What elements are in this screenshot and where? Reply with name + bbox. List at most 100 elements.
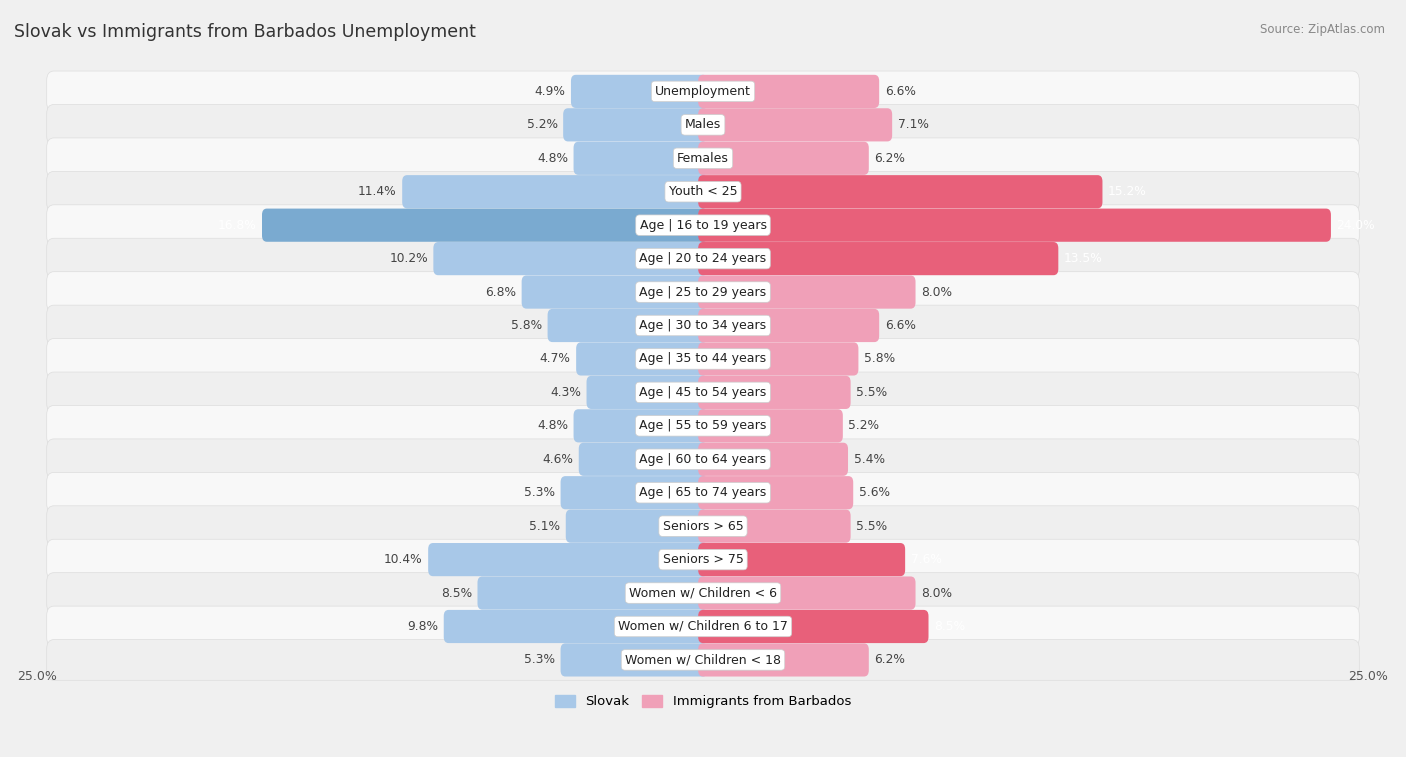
- Text: 8.0%: 8.0%: [921, 587, 952, 600]
- Text: 5.8%: 5.8%: [510, 319, 543, 332]
- Text: 4.9%: 4.9%: [534, 85, 565, 98]
- FancyBboxPatch shape: [579, 443, 707, 476]
- Text: 5.1%: 5.1%: [529, 519, 560, 533]
- Text: Seniors > 65: Seniors > 65: [662, 519, 744, 533]
- Text: Women w/ Children 6 to 17: Women w/ Children 6 to 17: [619, 620, 787, 633]
- FancyBboxPatch shape: [46, 439, 1360, 480]
- FancyBboxPatch shape: [522, 276, 707, 309]
- Text: 5.2%: 5.2%: [848, 419, 879, 432]
- FancyBboxPatch shape: [433, 242, 707, 276]
- FancyBboxPatch shape: [699, 543, 905, 576]
- Text: Slovak vs Immigrants from Barbados Unemployment: Slovak vs Immigrants from Barbados Unemp…: [14, 23, 477, 41]
- FancyBboxPatch shape: [46, 171, 1360, 212]
- FancyBboxPatch shape: [699, 309, 879, 342]
- FancyBboxPatch shape: [46, 606, 1360, 647]
- Text: 6.6%: 6.6%: [884, 85, 915, 98]
- Text: 5.4%: 5.4%: [853, 453, 884, 466]
- FancyBboxPatch shape: [699, 108, 893, 142]
- Text: 5.5%: 5.5%: [856, 519, 887, 533]
- Text: Age | 20 to 24 years: Age | 20 to 24 years: [640, 252, 766, 265]
- Text: Age | 35 to 44 years: Age | 35 to 44 years: [640, 353, 766, 366]
- Text: Unemployment: Unemployment: [655, 85, 751, 98]
- FancyBboxPatch shape: [699, 342, 859, 375]
- FancyBboxPatch shape: [46, 238, 1360, 279]
- FancyBboxPatch shape: [46, 472, 1360, 513]
- FancyBboxPatch shape: [574, 142, 707, 175]
- Text: 10.4%: 10.4%: [384, 553, 423, 566]
- Text: Age | 16 to 19 years: Age | 16 to 19 years: [640, 219, 766, 232]
- FancyBboxPatch shape: [699, 476, 853, 509]
- FancyBboxPatch shape: [699, 443, 848, 476]
- Legend: Slovak, Immigrants from Barbados: Slovak, Immigrants from Barbados: [550, 690, 856, 714]
- FancyBboxPatch shape: [699, 410, 842, 442]
- FancyBboxPatch shape: [586, 375, 707, 409]
- FancyBboxPatch shape: [262, 209, 707, 241]
- Text: Age | 45 to 54 years: Age | 45 to 54 years: [640, 386, 766, 399]
- FancyBboxPatch shape: [46, 71, 1360, 112]
- FancyBboxPatch shape: [571, 75, 707, 108]
- FancyBboxPatch shape: [699, 276, 915, 309]
- FancyBboxPatch shape: [699, 142, 869, 175]
- Text: 5.5%: 5.5%: [856, 386, 887, 399]
- Text: 7.6%: 7.6%: [911, 553, 942, 566]
- Text: 4.7%: 4.7%: [540, 353, 571, 366]
- Text: 6.8%: 6.8%: [485, 285, 516, 298]
- FancyBboxPatch shape: [699, 509, 851, 543]
- FancyBboxPatch shape: [547, 309, 707, 342]
- FancyBboxPatch shape: [46, 573, 1360, 613]
- Text: 6.2%: 6.2%: [875, 152, 905, 165]
- FancyBboxPatch shape: [699, 610, 928, 643]
- Text: 25.0%: 25.0%: [1348, 671, 1388, 684]
- Text: 15.2%: 15.2%: [1108, 185, 1147, 198]
- Text: 5.6%: 5.6%: [859, 486, 890, 499]
- Text: Women w/ Children < 18: Women w/ Children < 18: [626, 653, 780, 666]
- FancyBboxPatch shape: [699, 75, 879, 108]
- Text: Women w/ Children < 6: Women w/ Children < 6: [628, 587, 778, 600]
- Text: 6.2%: 6.2%: [875, 653, 905, 666]
- Text: 5.3%: 5.3%: [524, 653, 555, 666]
- FancyBboxPatch shape: [565, 509, 707, 543]
- Text: Seniors > 75: Seniors > 75: [662, 553, 744, 566]
- FancyBboxPatch shape: [699, 175, 1102, 208]
- FancyBboxPatch shape: [444, 610, 707, 643]
- FancyBboxPatch shape: [46, 338, 1360, 379]
- FancyBboxPatch shape: [574, 410, 707, 442]
- FancyBboxPatch shape: [478, 577, 707, 609]
- Text: Males: Males: [685, 118, 721, 132]
- Text: 8.0%: 8.0%: [921, 285, 952, 298]
- Text: 7.1%: 7.1%: [897, 118, 928, 132]
- Text: 25.0%: 25.0%: [18, 671, 58, 684]
- FancyBboxPatch shape: [561, 476, 707, 509]
- FancyBboxPatch shape: [699, 577, 915, 609]
- FancyBboxPatch shape: [46, 506, 1360, 547]
- FancyBboxPatch shape: [46, 406, 1360, 446]
- FancyBboxPatch shape: [46, 205, 1360, 245]
- FancyBboxPatch shape: [699, 242, 1059, 276]
- Text: Age | 25 to 29 years: Age | 25 to 29 years: [640, 285, 766, 298]
- FancyBboxPatch shape: [46, 272, 1360, 313]
- FancyBboxPatch shape: [699, 375, 851, 409]
- Text: Source: ZipAtlas.com: Source: ZipAtlas.com: [1260, 23, 1385, 36]
- Text: 13.5%: 13.5%: [1064, 252, 1102, 265]
- FancyBboxPatch shape: [46, 305, 1360, 346]
- Text: Age | 65 to 74 years: Age | 65 to 74 years: [640, 486, 766, 499]
- FancyBboxPatch shape: [402, 175, 707, 208]
- Text: 16.8%: 16.8%: [218, 219, 256, 232]
- Text: 9.8%: 9.8%: [408, 620, 439, 633]
- Text: Age | 60 to 64 years: Age | 60 to 64 years: [640, 453, 766, 466]
- Text: 5.8%: 5.8%: [863, 353, 896, 366]
- Text: 8.5%: 8.5%: [934, 620, 965, 633]
- Text: Youth < 25: Youth < 25: [669, 185, 737, 198]
- FancyBboxPatch shape: [699, 643, 869, 677]
- Text: 5.2%: 5.2%: [527, 118, 558, 132]
- FancyBboxPatch shape: [561, 643, 707, 677]
- FancyBboxPatch shape: [429, 543, 707, 576]
- Text: 4.6%: 4.6%: [543, 453, 574, 466]
- FancyBboxPatch shape: [576, 342, 707, 375]
- FancyBboxPatch shape: [46, 138, 1360, 179]
- FancyBboxPatch shape: [699, 209, 1331, 241]
- Text: 5.3%: 5.3%: [524, 486, 555, 499]
- FancyBboxPatch shape: [46, 640, 1360, 681]
- Text: Age | 55 to 59 years: Age | 55 to 59 years: [640, 419, 766, 432]
- FancyBboxPatch shape: [46, 104, 1360, 145]
